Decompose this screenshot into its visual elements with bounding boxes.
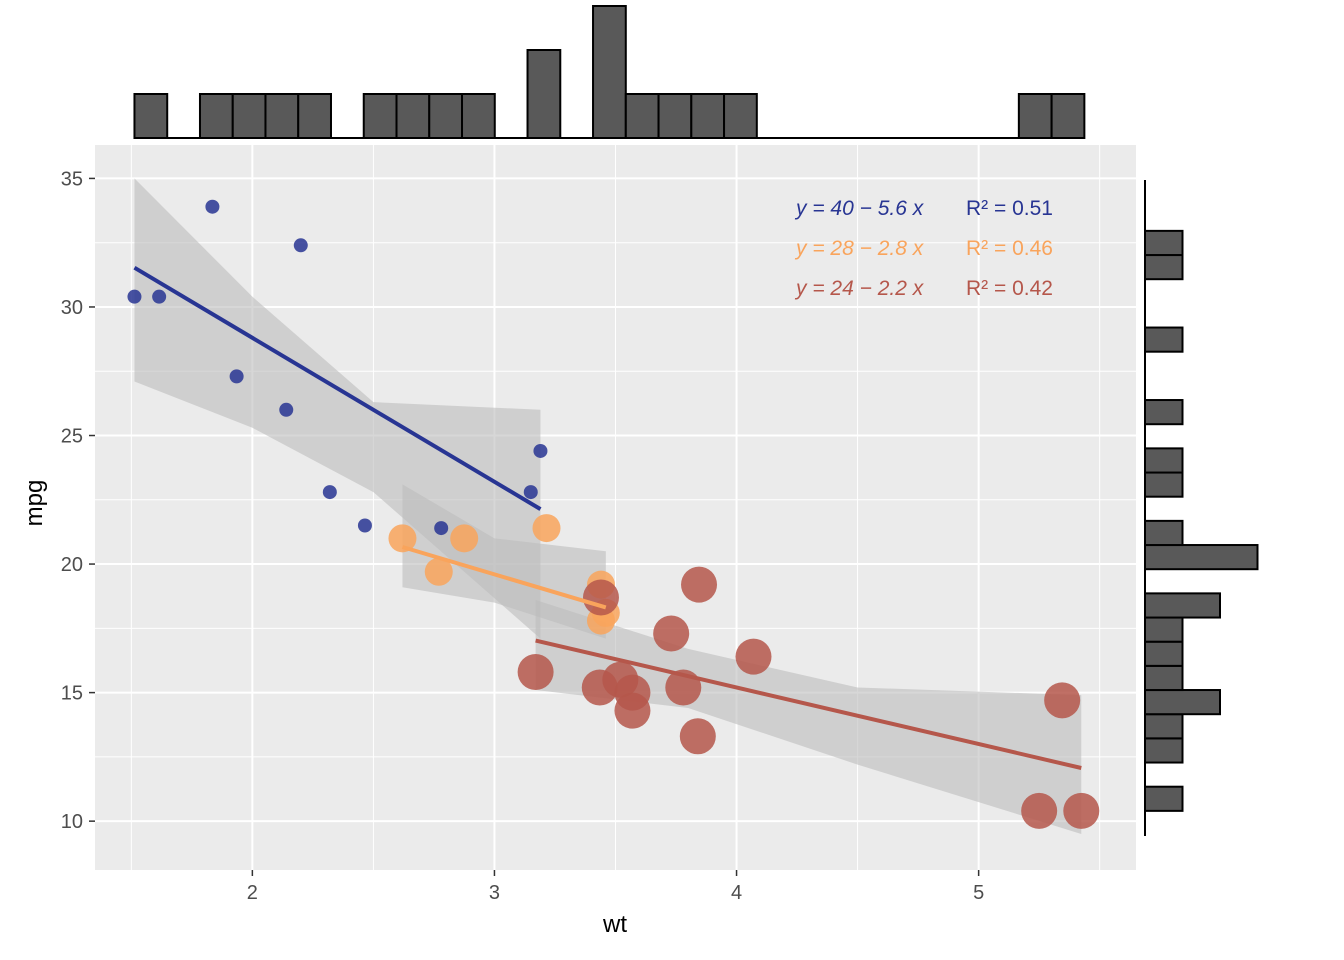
data-point-series-1 bbox=[533, 443, 548, 458]
y-histogram-bar bbox=[1144, 229, 1184, 257]
y-tick-label: 35 bbox=[61, 168, 83, 190]
data-points bbox=[127, 199, 1100, 829]
data-point-series-2 bbox=[388, 524, 417, 553]
y-histogram-bar bbox=[1144, 592, 1221, 619]
x-histogram-bar bbox=[526, 49, 562, 139]
x-histogram-bar bbox=[133, 93, 169, 139]
x-marginal-histogram bbox=[133, 5, 1086, 139]
data-point-series-3 bbox=[614, 674, 651, 711]
y-marginal-histogram bbox=[1144, 180, 1259, 836]
y-histogram-bar bbox=[1144, 785, 1184, 812]
x-tick-label: 4 bbox=[731, 882, 742, 904]
data-point-series-1 bbox=[205, 199, 220, 214]
x-histogram-bar bbox=[624, 93, 660, 139]
data-point-series-3 bbox=[1044, 682, 1081, 719]
x-tick-label: 3 bbox=[489, 882, 500, 904]
data-point-series-1 bbox=[322, 485, 337, 500]
y-histogram-bar bbox=[1144, 519, 1184, 547]
r-squared-label-3: R² = 0.42 bbox=[966, 277, 1053, 300]
data-point-series-3 bbox=[679, 718, 716, 755]
data-point-series-1 bbox=[279, 402, 294, 417]
x-histogram-bar bbox=[592, 5, 627, 139]
x-histogram-bar bbox=[264, 93, 300, 139]
data-point-series-1 bbox=[152, 289, 167, 304]
x-tick-label: 2 bbox=[247, 882, 258, 904]
data-point-series-1 bbox=[127, 289, 142, 304]
data-point-series-2 bbox=[532, 514, 561, 543]
y-tick-label: 30 bbox=[61, 297, 83, 319]
data-point-series-1 bbox=[229, 369, 244, 384]
regression-line-2 bbox=[401, 545, 607, 610]
equation-label-1: y = 40 − 5.6 x bbox=[794, 197, 925, 220]
regression-lines bbox=[133, 265, 1082, 770]
x-tick-label: 5 bbox=[973, 882, 984, 904]
confidence-ribbon-2 bbox=[402, 484, 606, 639]
data-point-series-3 bbox=[735, 638, 772, 675]
data-point-series-3 bbox=[517, 654, 554, 691]
data-point-series-3 bbox=[1021, 792, 1058, 829]
y-histogram-bar bbox=[1144, 447, 1184, 474]
data-point-series-1 bbox=[523, 485, 538, 500]
data-point-series-1 bbox=[434, 521, 449, 536]
x-histogram-bar bbox=[362, 93, 398, 139]
r-squared-label-1: R² = 0.51 bbox=[966, 197, 1053, 220]
x-histogram-bar bbox=[297, 93, 332, 139]
r-squared-label-2: R² = 0.46 bbox=[966, 237, 1053, 260]
x-histogram-bar bbox=[198, 93, 234, 139]
x-histogram-bar bbox=[395, 93, 431, 139]
y-histogram-bar bbox=[1144, 689, 1221, 716]
x-histogram-bar bbox=[1050, 93, 1086, 139]
y-histogram-bar bbox=[1144, 399, 1184, 426]
data-point-series-2 bbox=[424, 557, 453, 586]
x-histogram-bar bbox=[231, 93, 267, 139]
x-histogram-bar bbox=[690, 93, 726, 139]
y-histogram-bar bbox=[1144, 544, 1259, 571]
x-histogram-bar bbox=[723, 93, 758, 139]
y-tick-label: 20 bbox=[61, 554, 83, 576]
y-histogram-bar bbox=[1144, 471, 1184, 498]
x-histogram-bar bbox=[461, 93, 496, 139]
y-histogram-bar bbox=[1144, 616, 1184, 643]
data-point-series-3 bbox=[653, 615, 690, 652]
axes: 2 3 4 5 10 15 20 25 30 35 bbox=[61, 168, 984, 904]
x-histogram-bar bbox=[1017, 93, 1053, 139]
regression-line-1 bbox=[133, 265, 542, 511]
y-histogram-bar bbox=[1144, 737, 1184, 764]
y-histogram-bar bbox=[1144, 640, 1184, 667]
equation-label-2: y = 28 − 2.8 x bbox=[794, 237, 925, 260]
y-axis-title: mpg bbox=[21, 480, 48, 527]
equation-labels: y = 40 − 5.6 x R² = 0.51 y = 28 − 2.8 x R² … bbox=[794, 197, 1053, 300]
equation-label-3: y = 24 − 2.2 x bbox=[794, 277, 925, 300]
y-histogram-bar bbox=[1144, 254, 1184, 281]
data-point-series-3 bbox=[681, 566, 718, 603]
data-point-series-3 bbox=[582, 579, 619, 616]
data-point-series-2 bbox=[450, 524, 479, 553]
data-point-series-3 bbox=[1063, 792, 1100, 829]
confidence-ribbon-3 bbox=[535, 600, 1082, 835]
y-histogram-bar bbox=[1144, 326, 1184, 353]
y-tick-label: 15 bbox=[61, 683, 83, 705]
x-histogram-bar bbox=[657, 93, 693, 139]
x-histogram-bar bbox=[428, 93, 464, 139]
y-tick-label: 25 bbox=[61, 426, 83, 448]
regression-line-3 bbox=[535, 638, 1082, 770]
x-axis-title: wt bbox=[602, 911, 627, 938]
data-point-series-1 bbox=[293, 238, 308, 253]
y-histogram-bar bbox=[1144, 664, 1184, 692]
data-point-series-1 bbox=[357, 518, 372, 533]
y-tick-label: 10 bbox=[61, 811, 83, 833]
y-histogram-bar bbox=[1144, 713, 1184, 740]
